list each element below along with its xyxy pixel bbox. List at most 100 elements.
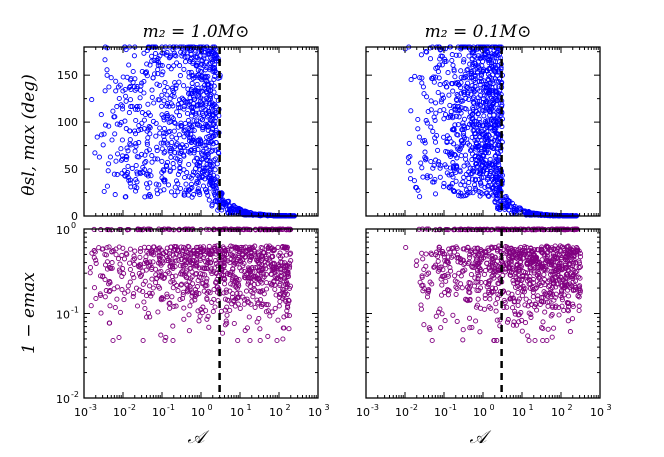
- scatter-point: [541, 266, 547, 273]
- scatter-point: [158, 332, 164, 338]
- scatter-point: [466, 289, 472, 295]
- scatter-point: [246, 300, 252, 306]
- scatter-point: [134, 169, 140, 175]
- scatter-point: [230, 273, 236, 279]
- scatter-point: [507, 272, 513, 278]
- scatter-point: [167, 251, 173, 257]
- scatter-point: [541, 272, 547, 278]
- scatter-point: [199, 61, 205, 67]
- scatter-point: [154, 148, 160, 154]
- scatter-point: [147, 131, 153, 137]
- scatter-point: [533, 254, 539, 260]
- scatter-point: [223, 318, 229, 324]
- scatter-point: [433, 157, 439, 163]
- scatter-point: [213, 130, 219, 136]
- scatter-point: [460, 337, 466, 343]
- scatter-point: [281, 325, 287, 331]
- scatter-point: [172, 52, 178, 58]
- scatter-point: [572, 287, 578, 293]
- scatter-point: [533, 285, 539, 291]
- scatter-point: [494, 73, 500, 79]
- scatter-point: [452, 273, 458, 279]
- scatter-point: [139, 120, 145, 126]
- scatter-point: [174, 109, 180, 115]
- scatter-point: [139, 151, 145, 157]
- scatter-point: [137, 95, 143, 101]
- scatter-point: [122, 194, 128, 200]
- scatter-point: [204, 114, 210, 120]
- scatter-point: [167, 305, 173, 311]
- scatter-point: [141, 117, 147, 123]
- scatter-point: [483, 267, 489, 274]
- scatter-point: [121, 168, 127, 174]
- x-tick-exponent: 1: [246, 403, 251, 412]
- scatter-point: [472, 153, 478, 159]
- scatter-point: [122, 86, 128, 93]
- scatter-point: [281, 245, 287, 251]
- scatter-point: [204, 189, 210, 195]
- scatter-point: [453, 244, 459, 250]
- scatter-point: [470, 190, 476, 196]
- scatter-point: [257, 326, 263, 332]
- scatter-point: [204, 161, 210, 167]
- scatter-point: [471, 168, 477, 175]
- scatter-point: [172, 254, 178, 261]
- scatter-point: [114, 172, 120, 178]
- scatter-point: [106, 227, 112, 233]
- scatter-point: [428, 158, 434, 165]
- scatter-point: [149, 159, 155, 165]
- scatter-point: [474, 161, 480, 167]
- scatter-point: [564, 299, 570, 306]
- scatter-point: [194, 103, 200, 109]
- scatter-point: [536, 280, 542, 287]
- scatter-point: [503, 244, 509, 250]
- scatter-point: [173, 303, 179, 309]
- scatter-point: [492, 62, 498, 69]
- x-tick-label: 10: [473, 406, 487, 419]
- scatter-point: [469, 56, 475, 62]
- scatter-point: [152, 156, 158, 162]
- scatter-point: [140, 337, 146, 344]
- scatter-point: [417, 75, 423, 81]
- scatter-point: [131, 253, 137, 259]
- scatter-point: [284, 291, 290, 297]
- scatter-point: [435, 268, 441, 274]
- scatter-point: [185, 132, 191, 138]
- scatter-point: [189, 80, 195, 86]
- scatter-point: [455, 227, 461, 233]
- scatter-point: [448, 139, 454, 145]
- scatter-point: [210, 308, 216, 315]
- scatter-point: [423, 49, 429, 55]
- y-tick-label: 50: [64, 163, 78, 176]
- scatter-point: [569, 252, 575, 258]
- scatter-point: [474, 101, 480, 107]
- scatter-point: [149, 153, 155, 159]
- scatter-point: [481, 96, 487, 102]
- scatter-point: [259, 262, 265, 268]
- scatter-point: [188, 147, 194, 153]
- scatter-point: [94, 134, 100, 140]
- scatter-point: [91, 248, 97, 254]
- scatter-point: [522, 245, 528, 251]
- scatter-point: [476, 64, 482, 71]
- scatter-point: [273, 292, 279, 298]
- scatter-point: [251, 286, 257, 292]
- scatter-point: [130, 79, 136, 85]
- scatter-point: [141, 90, 147, 96]
- scatter-point: [121, 297, 127, 303]
- scatter-point: [195, 186, 201, 192]
- scatter-point: [110, 108, 116, 114]
- scatter-point: [472, 176, 479, 182]
- scatter-point: [219, 272, 225, 278]
- scatter-point: [165, 182, 172, 188]
- x-tick-label: 10: [113, 406, 127, 419]
- scatter-point: [123, 153, 129, 159]
- scatter-point: [492, 199, 498, 205]
- scatter-point: [427, 173, 433, 179]
- scatter-point: [103, 122, 109, 128]
- scatter-point: [148, 173, 154, 179]
- scatter-point: [150, 118, 156, 124]
- scatter-point: [199, 310, 205, 316]
- scatter-point: [102, 57, 108, 63]
